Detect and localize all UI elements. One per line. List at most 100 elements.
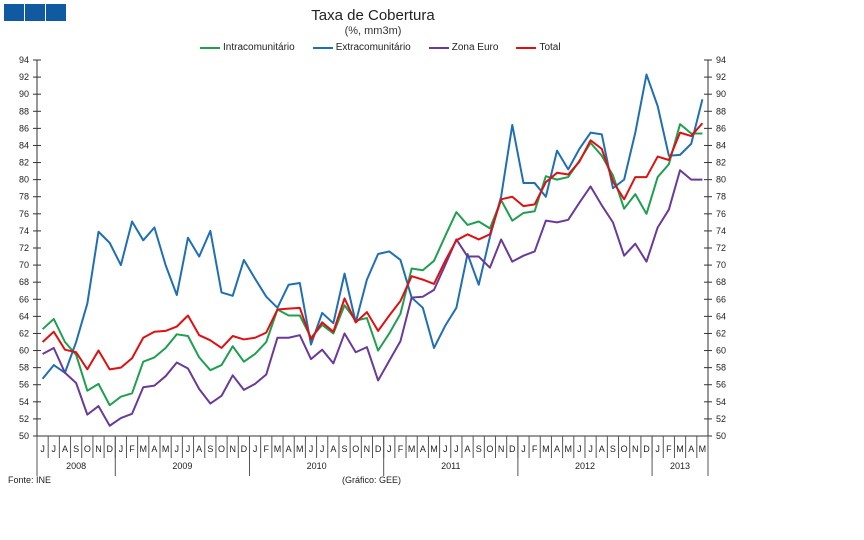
month-label: S bbox=[610, 444, 616, 454]
month-label: M bbox=[676, 444, 684, 454]
legend-swatch bbox=[428, 46, 449, 49]
y-tick-label-left: 52 bbox=[19, 414, 29, 424]
legend-swatch bbox=[312, 46, 333, 49]
y-tick-label-right: 66 bbox=[716, 294, 726, 304]
month-label: F bbox=[532, 444, 538, 454]
y-tick-label-left: 78 bbox=[19, 192, 29, 202]
series-zona-euro bbox=[42, 169, 703, 427]
y-tick-label-left: 80 bbox=[19, 175, 29, 185]
month-label: M bbox=[296, 444, 304, 454]
logo-square bbox=[4, 4, 24, 21]
month-label: N bbox=[632, 444, 639, 454]
credit-note: (Gráfico: GEE) bbox=[342, 475, 402, 485]
month-label: O bbox=[84, 444, 91, 454]
y-tick-label-left: 50 bbox=[19, 431, 29, 441]
month-label: J bbox=[175, 444, 180, 454]
month-label: S bbox=[476, 444, 482, 454]
month-label: O bbox=[352, 444, 359, 454]
y-tick-label-left: 62 bbox=[19, 328, 29, 338]
y-tick-label-left: 88 bbox=[19, 106, 29, 116]
series-line bbox=[42, 169, 703, 427]
month-label: D bbox=[643, 444, 650, 454]
y-tick-label-left: 66 bbox=[19, 294, 29, 304]
legend-item: Extracomunitário bbox=[312, 42, 411, 53]
year-label: 2011 bbox=[441, 461, 460, 471]
month-label: S bbox=[73, 444, 79, 454]
year-label: 2009 bbox=[172, 461, 192, 471]
y-tick-label-left: 56 bbox=[19, 380, 29, 390]
month-label: D bbox=[375, 444, 382, 454]
y-tick-label-right: 68 bbox=[716, 277, 726, 287]
legend-item: Total bbox=[516, 42, 561, 53]
month-label: M bbox=[542, 444, 550, 454]
month-label: A bbox=[554, 444, 560, 454]
month-label: M bbox=[274, 444, 282, 454]
y-tick-label-right: 62 bbox=[716, 328, 726, 338]
month-label: A bbox=[62, 444, 68, 454]
year-label: 2010 bbox=[307, 461, 327, 471]
legend: Intracomunitário Extracomunitário Zona Eur… bbox=[200, 42, 561, 53]
y-tick-label-right: 54 bbox=[716, 397, 726, 407]
y-tick-label-right: 78 bbox=[716, 192, 726, 202]
y-tick-label-left: 74 bbox=[19, 226, 29, 236]
y-tick-label-left: 86 bbox=[19, 123, 29, 133]
legend-swatch bbox=[516, 46, 537, 49]
logo-square bbox=[25, 4, 45, 21]
month-label: F bbox=[264, 444, 270, 454]
y-tick-label-right: 72 bbox=[716, 243, 726, 253]
month-label: A bbox=[420, 444, 426, 454]
legend-label: Extracomunitário bbox=[335, 42, 411, 53]
y-tick-label-left: 72 bbox=[19, 243, 29, 253]
y-tick-label-left: 54 bbox=[19, 397, 29, 407]
month-label: J bbox=[320, 444, 325, 454]
month-label: A bbox=[286, 444, 292, 454]
y-tick-label-right: 82 bbox=[716, 158, 726, 168]
legend-swatch bbox=[200, 46, 220, 49]
y-tick-label-right: 56 bbox=[716, 380, 726, 390]
y-tick-label-right: 90 bbox=[716, 89, 726, 99]
month-label: N bbox=[229, 444, 236, 454]
series-line bbox=[41, 123, 703, 407]
y-tick-label-left: 94 bbox=[19, 55, 29, 65]
y-tick-label-left: 64 bbox=[19, 311, 29, 321]
legend-label: Zona Euro bbox=[451, 42, 499, 53]
y-tick-label-left: 90 bbox=[19, 89, 29, 99]
month-label: A bbox=[465, 444, 471, 454]
month-label: J bbox=[588, 444, 593, 454]
year-label: 2008 bbox=[66, 461, 86, 471]
series-line bbox=[41, 122, 704, 371]
month-label: J bbox=[40, 444, 45, 454]
month-label: J bbox=[387, 444, 392, 454]
month-label: N bbox=[364, 444, 371, 454]
y-tick-label-left: 82 bbox=[19, 158, 29, 168]
series-line bbox=[41, 73, 704, 380]
y-tick-label-right: 76 bbox=[716, 209, 726, 219]
y-tick-label-left: 60 bbox=[19, 346, 29, 356]
month-label: O bbox=[486, 444, 493, 454]
y-tick-label-right: 86 bbox=[716, 123, 726, 133]
month-label: N bbox=[95, 444, 102, 454]
y-tick-label-right: 88 bbox=[716, 106, 726, 116]
y-tick-label-right: 94 bbox=[716, 55, 726, 65]
month-label: O bbox=[621, 444, 628, 454]
month-label: F bbox=[129, 444, 135, 454]
y-tick-label-left: 58 bbox=[19, 363, 29, 373]
month-label: J bbox=[443, 444, 448, 454]
month-label: F bbox=[666, 444, 672, 454]
y-tick-label-right: 64 bbox=[716, 311, 726, 321]
month-label: J bbox=[521, 444, 526, 454]
y-tick-label-left: 92 bbox=[19, 72, 29, 82]
y-tick-label-right: 52 bbox=[716, 414, 726, 424]
series-total bbox=[41, 122, 704, 371]
month-label: M bbox=[408, 444, 416, 454]
y-tick-label-left: 70 bbox=[19, 260, 29, 270]
month-label: J bbox=[655, 444, 660, 454]
month-label: M bbox=[430, 444, 438, 454]
month-label: J bbox=[309, 444, 314, 454]
month-label: A bbox=[196, 444, 202, 454]
month-label: D bbox=[241, 444, 248, 454]
month-label: A bbox=[330, 444, 336, 454]
series-extracomunitário bbox=[41, 73, 704, 380]
